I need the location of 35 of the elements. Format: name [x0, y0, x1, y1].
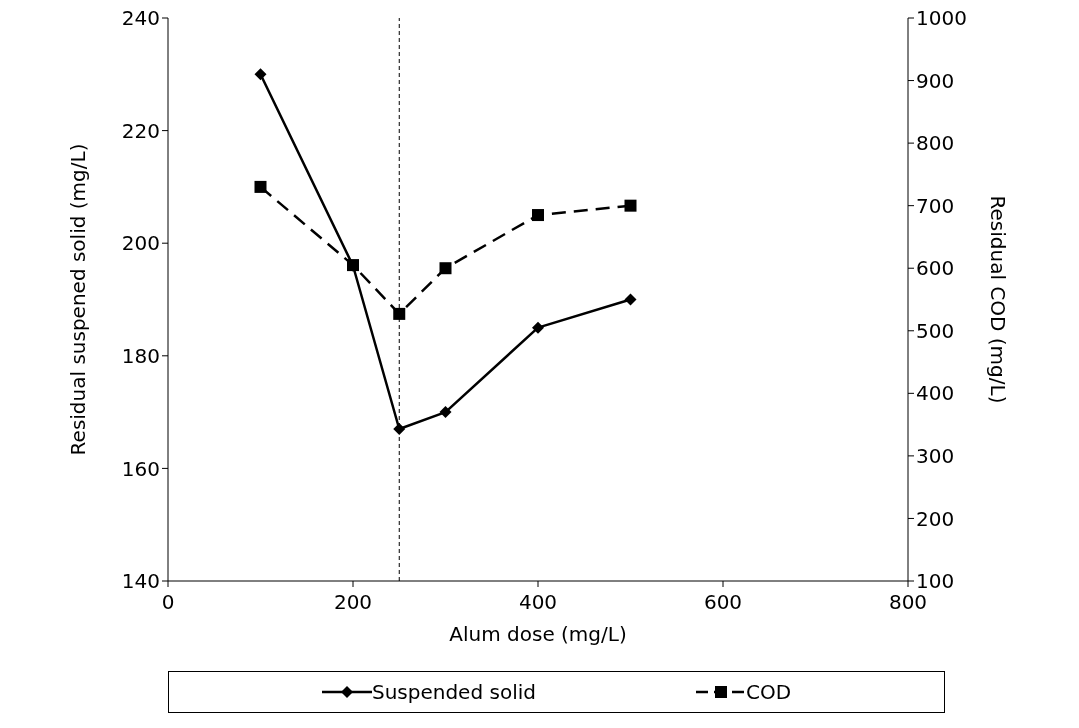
y2-tick-label: 700: [916, 193, 955, 218]
x-tick-label: 200: [333, 590, 373, 615]
point: [439, 262, 452, 275]
point: [393, 422, 406, 435]
point: [532, 321, 544, 334]
y-tick-label: 220: [121, 118, 160, 143]
y-tick-label: 180: [121, 343, 160, 368]
point: [532, 209, 544, 222]
legend-label: COD: [745, 680, 792, 704]
y2-tick-label: 600: [916, 256, 955, 281]
point: [624, 293, 637, 306]
y-axis-title: Residual suspened solid (mg/L): [66, 143, 91, 456]
point: [624, 199, 637, 212]
y2-tick-label: 1000: [916, 6, 967, 31]
point: [393, 307, 406, 320]
x-axis-title: Alum dose (mg/L): [449, 622, 627, 646]
x-tick-label: 400: [518, 590, 558, 615]
y-tick-label: 160: [121, 456, 160, 481]
y-tick-label: 200: [121, 231, 160, 256]
x-tick-label: 0: [161, 590, 175, 615]
y2-tick-label: 200: [916, 506, 955, 531]
y2-tick-label: 500: [916, 318, 955, 343]
point: [347, 259, 359, 272]
y-tick-label: 140: [121, 569, 160, 594]
point: [254, 180, 267, 193]
y2-tick-label: 300: [916, 443, 955, 468]
point: [439, 406, 452, 419]
x-tick-label: 600: [703, 590, 743, 615]
y2-axis-title: Residual COD (mg/L): [985, 195, 1010, 404]
y2-tick-label: 900: [916, 68, 955, 93]
point: [254, 68, 267, 81]
y2-tick-label: 800: [916, 131, 955, 156]
y-tick-label: 240: [121, 6, 160, 31]
legend-label: Suspended solid: [371, 680, 536, 704]
y2-tick-label: 400: [916, 381, 955, 406]
